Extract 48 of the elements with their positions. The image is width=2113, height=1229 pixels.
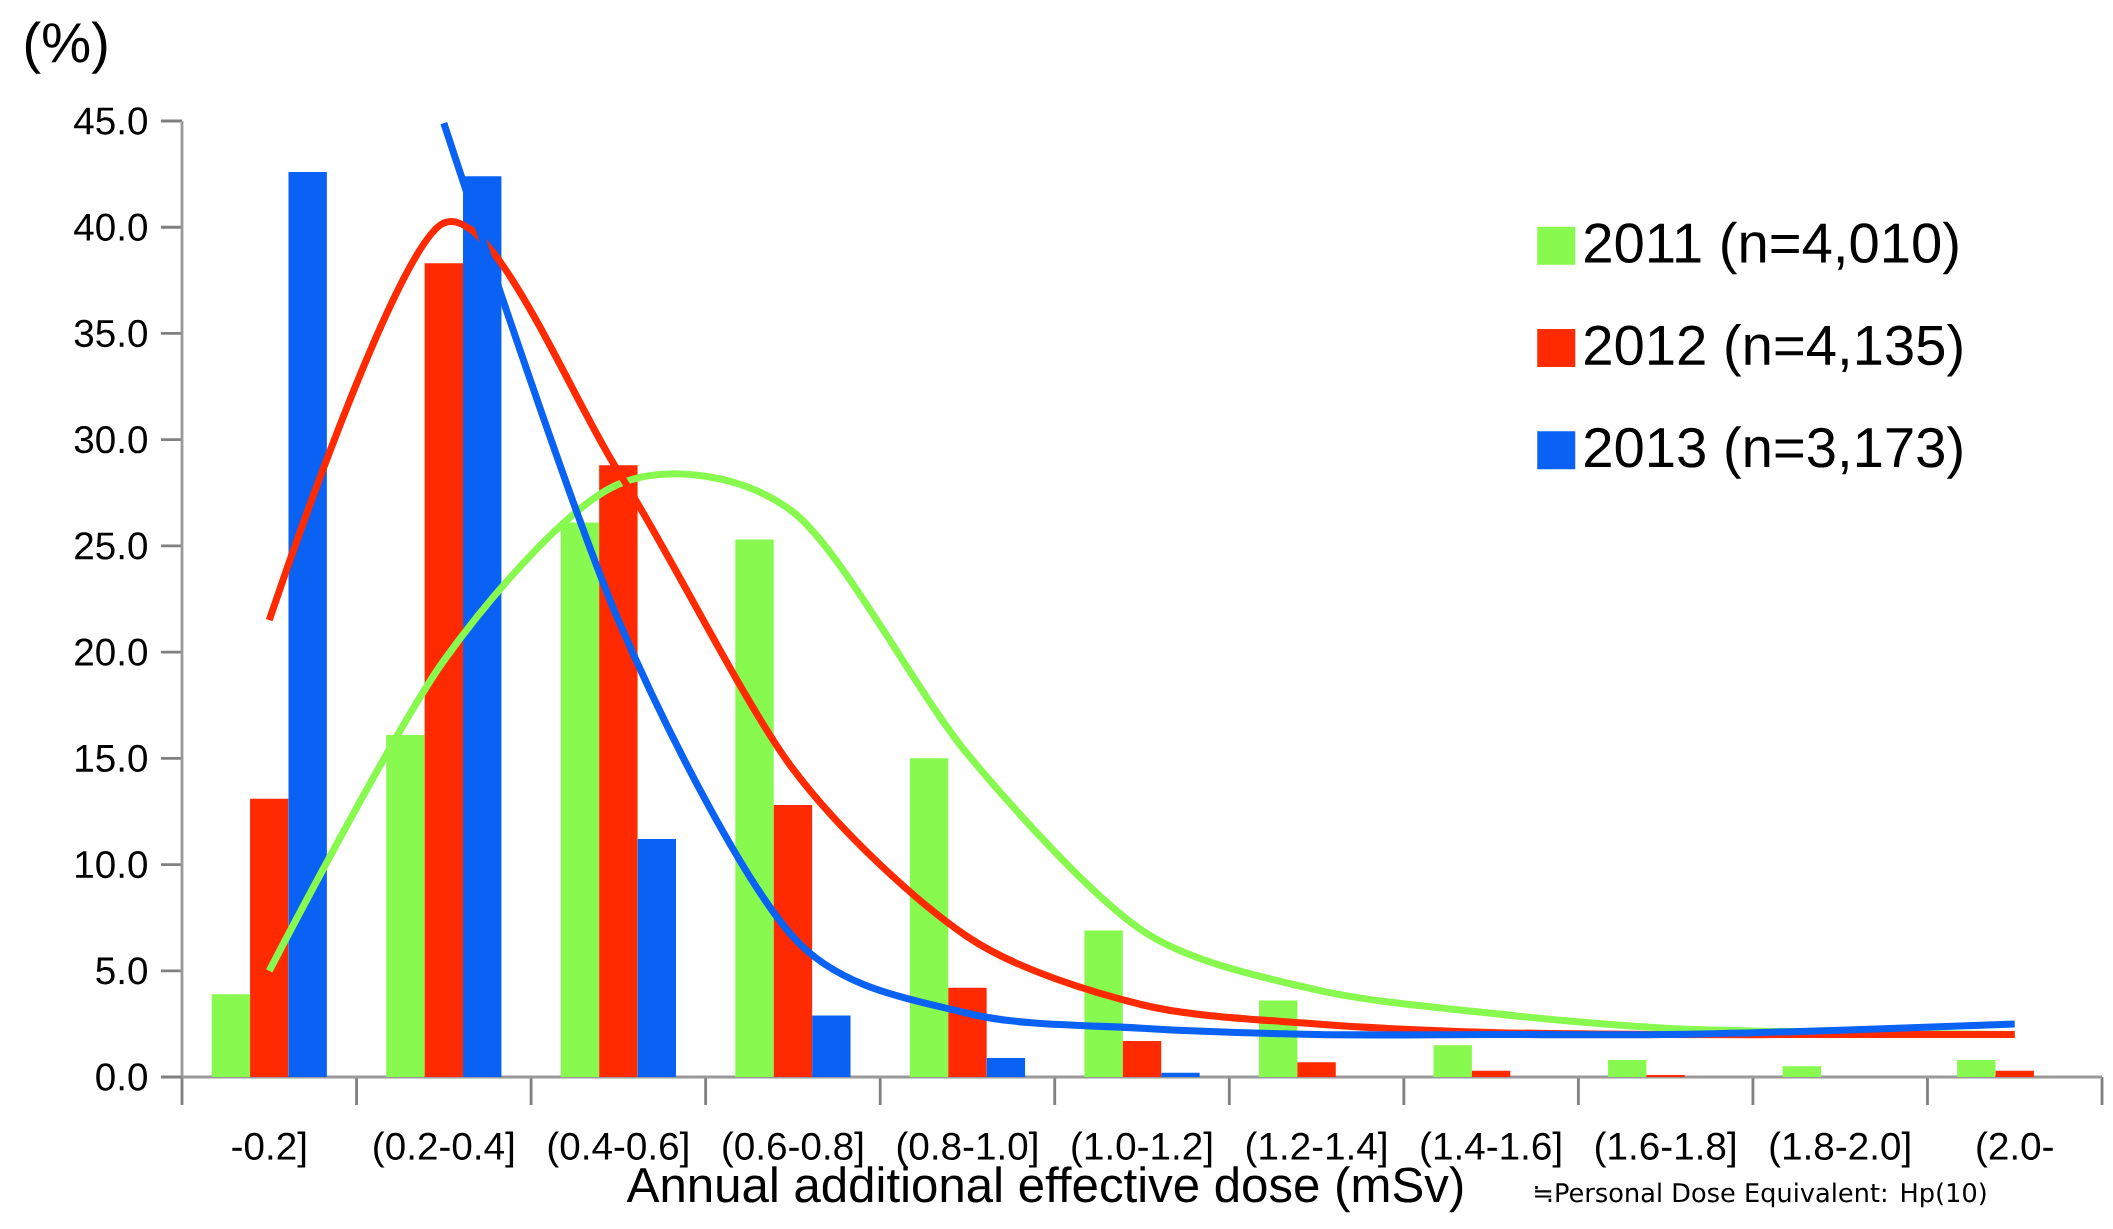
- x-tick-label: (0.6-0.8]: [723, 1131, 863, 1168]
- x-tick-label: (1.2-1.4]: [1246, 1131, 1386, 1168]
- y-tick-label: 5.0: [96, 957, 147, 985]
- legend-label: 2011 (n=4,010): [1585, 221, 1958, 275]
- y-tick-label: 15.0: [76, 744, 147, 773]
- bar: [288, 171, 327, 1077]
- bar: [1084, 930, 1123, 1077]
- y-tick-label: 0.0: [96, 1063, 147, 1091]
- bar: [948, 987, 987, 1077]
- bar: [1608, 1060, 1647, 1077]
- bar: [424, 263, 464, 1077]
- bar: [1782, 1066, 1822, 1077]
- y-tick-label: 10.0: [76, 850, 147, 879]
- bar: [909, 758, 949, 1077]
- y-tick-label: 25.0: [75, 532, 147, 560]
- x-tick-label: (1.6-1.8]: [1596, 1131, 1735, 1168]
- x-tick-label: -0.2]: [232, 1131, 306, 1168]
- x-tick-label: (1.4-1.6]: [1421, 1131, 1561, 1168]
- x-tick-label: (0.4-0.6]: [548, 1131, 688, 1168]
- y-tick-label: 35.0: [74, 319, 147, 348]
- bar: [1122, 1040, 1162, 1077]
- bar: [637, 839, 676, 1077]
- bar: [986, 1057, 1026, 1077]
- bar: [211, 994, 251, 1077]
- x-tick-label: (1.8-2.0]: [1770, 1131, 1910, 1168]
- bar: [1995, 1070, 2034, 1077]
- y-tick-label: 20.0: [75, 638, 147, 666]
- x-tick-label: (0.8-1.0]: [897, 1131, 1037, 1168]
- bar: [735, 539, 774, 1077]
- y-tick-label: 40.0: [74, 213, 147, 241]
- bar: [250, 798, 289, 1077]
- bar: [1433, 1045, 1472, 1077]
- y-tick-label: 30.0: [74, 426, 147, 454]
- legend-label: 2012 (n=4,135): [1585, 324, 1962, 377]
- legend-label: 2013 (n=3,173): [1585, 426, 1962, 479]
- bar: [1957, 1060, 1996, 1077]
- y-tick-label: 45.0: [74, 107, 147, 135]
- y-axis-title: (%): [25, 21, 107, 74]
- x-tick-label: (1.0-1.2]: [1072, 1131, 1212, 1168]
- bar: [1471, 1070, 1511, 1077]
- text: ≒Personal Dose Equivalent: Hp(10): [1535, 1182, 1986, 1208]
- bar: [812, 1015, 851, 1077]
- x-tick-label: (0.2-0.4]: [374, 1131, 514, 1168]
- bar: [1297, 1062, 1336, 1077]
- bar: [1646, 1074, 1685, 1077]
- bar: [1161, 1072, 1200, 1077]
- bar: [773, 805, 813, 1077]
- x-tick-label: (2.0-: [1977, 1131, 2053, 1168]
